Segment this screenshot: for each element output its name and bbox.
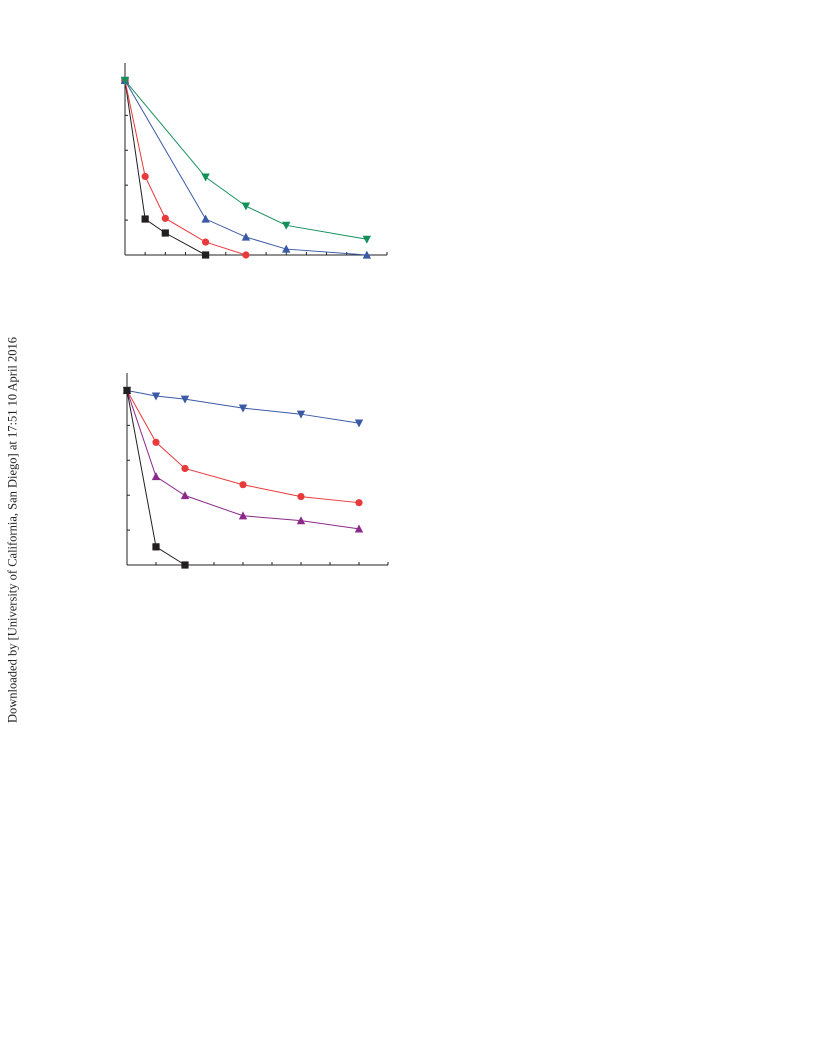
marker xyxy=(202,251,210,259)
series-line xyxy=(124,80,367,240)
marker xyxy=(201,173,210,182)
marker xyxy=(238,511,248,520)
marker xyxy=(161,214,169,222)
marker xyxy=(354,419,364,428)
marker xyxy=(296,410,306,419)
marker xyxy=(282,244,291,253)
marker xyxy=(362,235,372,244)
marker xyxy=(141,172,149,181)
marker xyxy=(362,250,372,259)
marker xyxy=(181,561,189,569)
marker xyxy=(152,543,160,551)
marker xyxy=(296,516,306,525)
marker xyxy=(241,202,251,211)
marker xyxy=(355,499,363,507)
series-line xyxy=(126,389,360,424)
marker xyxy=(354,524,364,533)
marker xyxy=(201,214,210,223)
marker xyxy=(282,221,291,230)
marker xyxy=(181,464,189,473)
marker xyxy=(202,238,210,246)
marker xyxy=(123,386,131,395)
marker xyxy=(242,251,250,259)
marker xyxy=(180,491,190,500)
marker xyxy=(180,395,190,404)
marker xyxy=(151,392,161,401)
marker xyxy=(241,232,251,241)
marker xyxy=(297,492,305,501)
series-line xyxy=(124,80,367,256)
series-line xyxy=(126,390,360,530)
marker xyxy=(161,229,169,237)
marker xyxy=(151,472,161,481)
marker xyxy=(141,215,149,223)
marker xyxy=(238,404,248,413)
marker xyxy=(239,481,247,489)
series-line xyxy=(124,80,206,256)
marker xyxy=(152,438,160,446)
marker xyxy=(120,76,130,85)
series-line xyxy=(126,390,360,504)
